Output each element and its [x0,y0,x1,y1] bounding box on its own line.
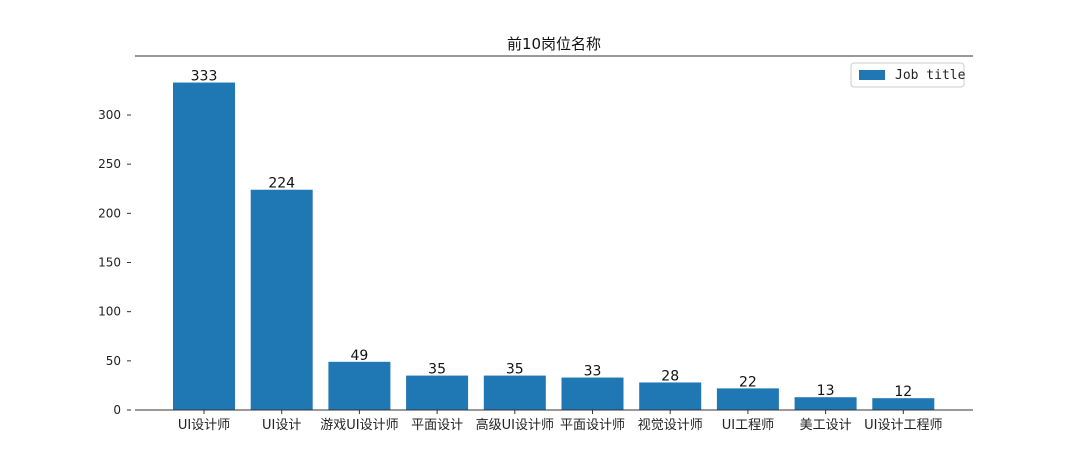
bar [483,375,546,410]
data-labels: 333 224 49 35 35 33 28 22 13 12 [191,69,913,401]
data-label: 12 [894,384,912,400]
y-tick-label: 300 [98,108,121,122]
x-tick-label: 游戏UI设计师 [320,418,398,433]
x-tick-label: 平面设计 [411,418,463,433]
axes: 0 50 100 150 200 250 300 UI设计师 UI设计 游戏UI设计师 平面设计 高级… [98,55,973,433]
legend-box [850,62,965,88]
x-tick-label: 高级UI设计师 [476,417,554,433]
data-label: 22 [739,374,757,390]
y-tick-label: 100 [98,305,121,319]
x-tick-label: UI设计师 [178,418,230,433]
data-label: 49 [350,348,368,364]
y-tick-label: 200 [98,206,121,220]
bar [406,375,469,410]
x-tick-label: 美工设计 [800,418,852,433]
x-tick-label: UI设计工程师 [864,418,942,433]
x-tick-label: UI工程师 [722,418,774,433]
x-tick-label: 平面设计师 [560,418,625,433]
y-tick-label: 150 [98,256,121,270]
bar [639,382,702,410]
bar [872,398,935,410]
data-label: 333 [191,69,218,85]
data-label: 13 [817,383,835,399]
legend-label: Job title [895,68,966,83]
x-tick-label: UI设计 [262,418,301,433]
data-label: 35 [428,362,446,378]
x-tick-label: 视觉设计师 [638,418,703,433]
bar [794,397,857,410]
legend: Job title [850,62,966,88]
bar [173,82,235,411]
y-tick-label: 50 [106,354,121,368]
bar [328,361,391,410]
plot-area [173,82,935,411]
data-label: 33 [584,364,602,380]
y-tick-label: 250 [98,157,121,171]
bar [716,388,779,410]
y-tick-label: 0 [113,403,121,417]
chart-title: 前10岗位名称 [507,35,601,53]
data-label: 35 [506,362,524,378]
data-label: 28 [661,368,679,384]
legend-swatch [859,70,885,80]
bar [561,377,624,410]
data-label: 224 [268,176,295,192]
bar [250,189,313,410]
